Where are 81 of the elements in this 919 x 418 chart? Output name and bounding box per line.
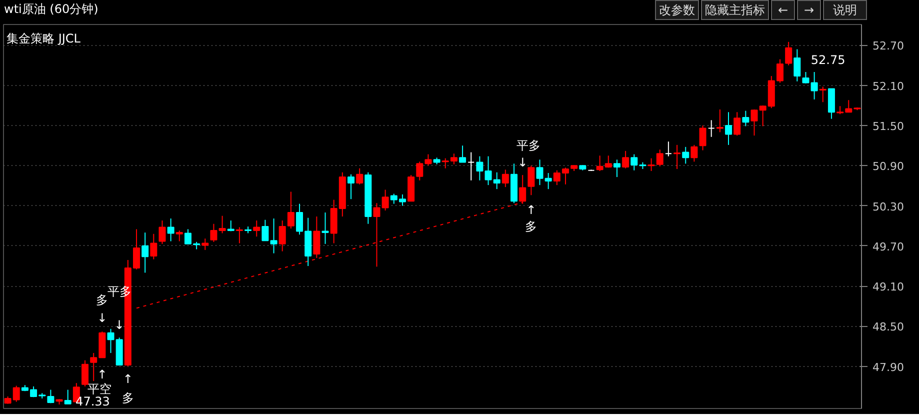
candlestick xyxy=(322,212,329,244)
text: 隐藏主指标 xyxy=(705,2,765,19)
y-tick-label: 52.10 xyxy=(872,80,904,93)
candlestick xyxy=(236,226,243,244)
annotation: 多 xyxy=(96,293,108,308)
candlestick xyxy=(725,112,732,146)
candlestick xyxy=(270,218,278,254)
candlestick xyxy=(708,120,715,138)
annotation: 47.33 xyxy=(76,394,110,409)
y-tick-label: 52.70 xyxy=(872,40,904,53)
candlestick xyxy=(648,158,655,172)
candlestick xyxy=(142,232,149,274)
text: 说明 xyxy=(833,2,857,19)
candlestick xyxy=(287,191,294,230)
annotation: 52.75 xyxy=(810,52,846,67)
annotation: ↑ xyxy=(122,372,133,386)
candlestick xyxy=(802,72,810,84)
candlestick xyxy=(785,41,792,66)
candlestick xyxy=(176,230,183,242)
annotation: ↓ xyxy=(114,318,124,332)
candlestick xyxy=(810,72,818,100)
annotation: 多 xyxy=(122,390,134,405)
candlestick xyxy=(47,389,54,404)
candlestick xyxy=(262,219,269,242)
candlestick xyxy=(734,112,741,136)
candlestick xyxy=(356,168,364,185)
candlestick xyxy=(90,352,98,382)
candlestick xyxy=(622,150,630,169)
candlestick xyxy=(382,189,389,211)
candlestick xyxy=(664,141,672,157)
candlestick xyxy=(416,161,424,181)
candlestick xyxy=(468,152,475,181)
candlestick xyxy=(218,215,226,234)
candlestick xyxy=(682,146,690,164)
candlestick xyxy=(202,238,209,250)
y-tick-label: 51.50 xyxy=(872,120,904,134)
text: 集金策略 JJCL xyxy=(6,32,81,46)
text: → xyxy=(804,2,814,19)
candlestick xyxy=(716,108,724,133)
candlestick xyxy=(613,159,620,178)
candlestick xyxy=(459,145,466,163)
candlestick xyxy=(313,216,320,258)
candlestick xyxy=(742,110,750,127)
annotation: 平多 xyxy=(516,138,541,153)
annotation: 多 xyxy=(525,220,538,234)
candlestick xyxy=(699,125,706,151)
candlestick xyxy=(278,220,286,252)
candlestick xyxy=(502,169,509,188)
annotation: 平空 xyxy=(88,382,112,396)
annotation: ↓ xyxy=(97,311,108,326)
candlestick xyxy=(158,220,166,244)
y-tick-label: 50.30 xyxy=(872,200,904,214)
candlestick xyxy=(690,144,698,162)
annotation: ↑ xyxy=(526,202,536,217)
candlestick xyxy=(794,48,801,82)
y-tick-label: 48.50 xyxy=(872,320,904,334)
candlestick xyxy=(476,156,484,181)
annotation: ↑ xyxy=(97,367,108,382)
candlestick xyxy=(828,88,835,120)
chart-title: wti原油 (60分钟) xyxy=(4,1,98,18)
text: 改参数 xyxy=(659,2,695,19)
candlestick xyxy=(674,144,681,170)
candlestick xyxy=(210,223,218,242)
candlestick xyxy=(253,220,260,238)
candlestick xyxy=(528,165,535,196)
candlestick xyxy=(167,218,174,242)
candlestick xyxy=(150,233,158,260)
candlestick xyxy=(82,360,89,387)
y-tick-label: 50.90 xyxy=(872,160,904,174)
candlestick xyxy=(424,154,432,166)
candlestick xyxy=(347,174,354,200)
text: ← xyxy=(778,2,788,19)
candlestick xyxy=(493,172,500,190)
candlestick xyxy=(64,389,72,404)
y-tick-label: 47.90 xyxy=(872,360,904,374)
candlestick xyxy=(484,156,492,186)
annotation: ↓ xyxy=(518,155,528,170)
candlestick xyxy=(819,86,826,103)
candlestick xyxy=(656,149,664,167)
y-tick-label: 49.70 xyxy=(872,240,904,254)
y-tick-label: 49.10 xyxy=(872,280,904,294)
